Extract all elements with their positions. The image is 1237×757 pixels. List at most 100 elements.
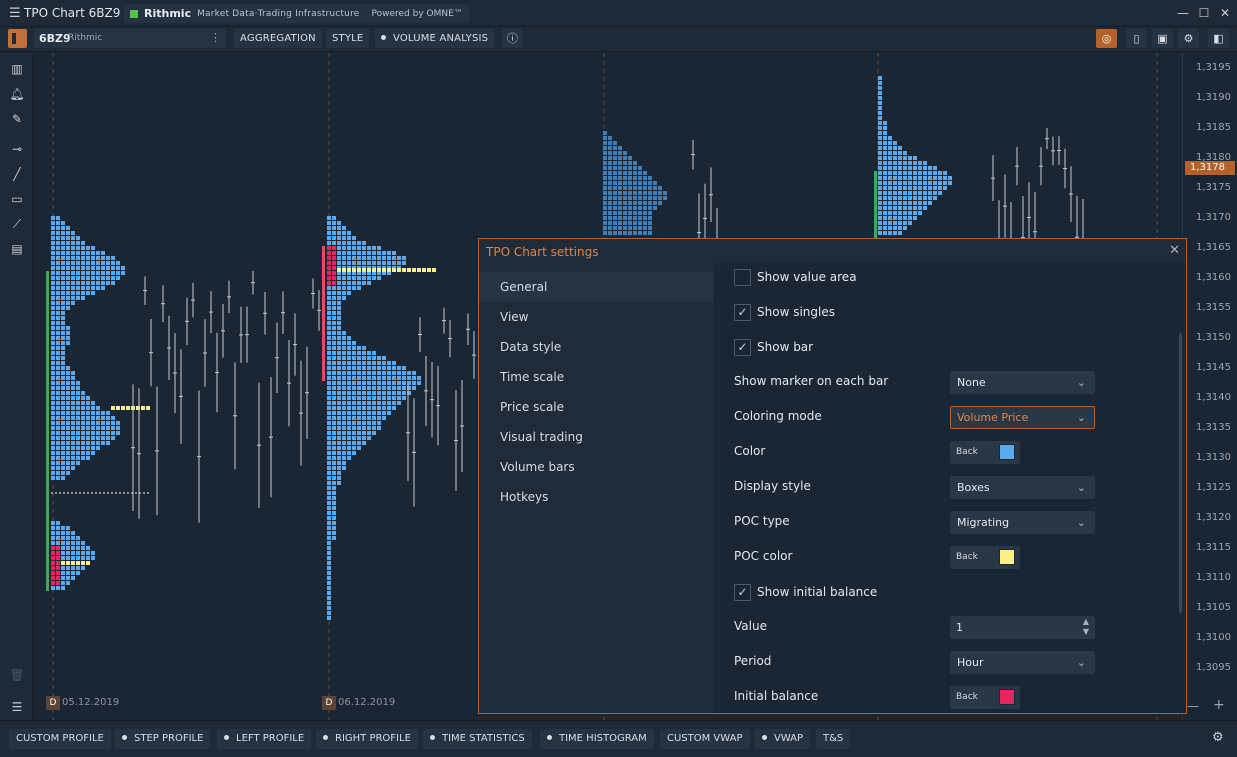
tpo-box (878, 111, 882, 115)
tpo-box (86, 456, 90, 460)
sidebar-toggle-icon[interactable]: ◧ (1208, 29, 1229, 48)
show-value-area-checkbox[interactable] (734, 269, 751, 286)
tpo-box (51, 366, 55, 370)
tpo-box (86, 451, 90, 455)
nav-item-price-scale[interactable]: Price scale (500, 400, 565, 414)
symbol-selector[interactable]: 6BZ9 Rithmic ⋮ (34, 29, 226, 48)
panel-toggle-icon[interactable] (8, 29, 27, 48)
style-button[interactable]: STYLE (326, 29, 370, 48)
volume-analysis-button[interactable]: VOLUME ANALYSIS (375, 29, 495, 48)
tpo-box (628, 156, 632, 160)
tpo-box (61, 441, 65, 445)
template-icon[interactable]: ▣ (1152, 29, 1173, 48)
ib-box (327, 281, 331, 285)
left-profile-button[interactable]: LEFT PROFILE (217, 729, 312, 749)
rectangle-icon[interactable]: ▭ (11, 192, 23, 206)
time-histogram-button[interactable]: TIME HISTOGRAM (540, 729, 654, 749)
aggregation-button[interactable]: AGGREGATION (234, 29, 322, 48)
tpo-box (61, 296, 65, 300)
settings-scrollbar[interactable] (1179, 333, 1182, 613)
bottom-settings-gear-icon[interactable]: ⚙ (1212, 730, 1224, 745)
pencil-icon[interactable]: ✎ (11, 112, 23, 126)
zoom-out-icon[interactable]: — (1187, 699, 1199, 713)
tpo-box (628, 161, 632, 165)
vwap-button[interactable]: VWAP (755, 729, 811, 749)
maximize-icon[interactable]: ☐ (1198, 6, 1210, 20)
nav-item-data-style[interactable]: Data style (500, 340, 562, 354)
tpo-box (332, 331, 336, 335)
tpo-box (888, 211, 892, 215)
tpo-box (71, 531, 75, 535)
stepper-arrows-icon[interactable]: ▲ ▼ (1082, 617, 1089, 636)
tpo-box (347, 411, 351, 415)
objects-list-icon[interactable]: ☰ (11, 700, 23, 714)
nav-item-time-scale[interactable]: Time scale (500, 370, 565, 384)
trash-icon[interactable]: 🗑︎ (9, 668, 25, 682)
tpo-box (392, 361, 396, 365)
nav-item-hotkeys[interactable]: Hotkeys (500, 490, 549, 504)
tpo-box (81, 416, 85, 420)
time-statistics-button[interactable]: TIME STATISTICS (423, 729, 532, 749)
price-axis[interactable]: 1,3178 — + 1,3195 1,3190 1,3185 1,3180 1,317… (1182, 53, 1237, 720)
close-window-icon[interactable]: ✕ (1219, 6, 1231, 20)
trend-line-icon[interactable]: ╱ (13, 167, 21, 181)
tpo-box (337, 236, 341, 240)
time-and-sales-button[interactable]: T&S (816, 729, 851, 749)
value-stepper[interactable]: 1 ▲ ▼ (950, 616, 1095, 639)
volume-profile-icon[interactable]: ▤ (11, 242, 23, 256)
fibonacci-icon[interactable]: ⟋ (12, 217, 22, 231)
price-tick-label: 1,3135 (1196, 422, 1231, 433)
marker-select[interactable]: None ⌄ (950, 371, 1095, 394)
tpo-box (357, 411, 361, 415)
initial-balance-color-picker[interactable]: Back (950, 686, 1020, 709)
tpo-box (71, 441, 75, 445)
info-icon[interactable]: ⓘ (502, 29, 523, 48)
show-bar-checkbox[interactable]: ✓ (734, 339, 751, 356)
tpo-box (76, 386, 80, 390)
tpo-box (613, 141, 617, 145)
poc-box (377, 268, 381, 272)
symbol-menu-icon[interactable]: ⋮ (210, 31, 221, 44)
tpo-box (342, 396, 346, 400)
show-initial-balance-checkbox[interactable]: ✓ (734, 584, 751, 601)
indicators-icon[interactable]: ▥ (11, 62, 23, 76)
poc-box (367, 268, 371, 272)
alert-bell-icon[interactable]: 🔔︎ (9, 87, 25, 101)
horizontal-line-icon[interactable]: ⊸ (11, 142, 23, 156)
tpo-box (643, 211, 647, 215)
price-tick-label: 1,3185 (1196, 122, 1231, 133)
settings-gear-icon[interactable]: ⚙ (1178, 29, 1199, 48)
zoom-in-icon[interactable]: + (1213, 697, 1225, 713)
display-style-select[interactable]: Boxes ⌄ (950, 476, 1095, 499)
mouse-icon[interactable]: ▯ (1126, 29, 1147, 48)
hamburger-menu-icon[interactable]: ☰ (9, 6, 21, 21)
tpo-box (342, 456, 346, 460)
period-select[interactable]: Hour ⌄ (950, 651, 1095, 674)
tpo-box (883, 176, 887, 180)
tpo-box (663, 196, 667, 200)
close-icon[interactable]: ✕ (1169, 243, 1180, 258)
poc-type-select[interactable]: Migrating ⌄ (950, 511, 1095, 534)
right-profile-button[interactable]: RIGHT PROFILE (316, 729, 418, 749)
tpo-box (888, 221, 892, 225)
show-singles-checkbox[interactable]: ✓ (734, 304, 751, 321)
tpo-box (878, 176, 882, 180)
nav-item-view[interactable]: View (500, 310, 529, 324)
tpo-box (603, 131, 607, 135)
tpo-box (342, 356, 346, 360)
tpo-box (56, 411, 60, 415)
nav-item-general[interactable]: General (479, 272, 713, 302)
color-picker[interactable]: Back (950, 441, 1020, 464)
poc-color-picker[interactable]: Back (950, 546, 1020, 569)
step-profile-button[interactable]: STEP PROFILE (115, 729, 211, 749)
minimize-icon[interactable]: — (1177, 6, 1189, 20)
tpo-box (352, 271, 356, 275)
custom-profile-button[interactable]: CUSTOM PROFILE (9, 729, 111, 749)
nav-item-visual-trading[interactable]: Visual trading (500, 430, 583, 444)
nav-item-volume-bars[interactable]: Volume bars (500, 460, 575, 474)
custom-vwap-button[interactable]: CUSTOM VWAP (660, 729, 750, 749)
coloring-mode-select[interactable]: Volume Price ⌄ (950, 406, 1095, 429)
tpo-box (66, 271, 70, 275)
price-tick-label: 1,3110 (1196, 572, 1231, 583)
trading-mode-icon[interactable]: ◎ (1096, 29, 1117, 48)
